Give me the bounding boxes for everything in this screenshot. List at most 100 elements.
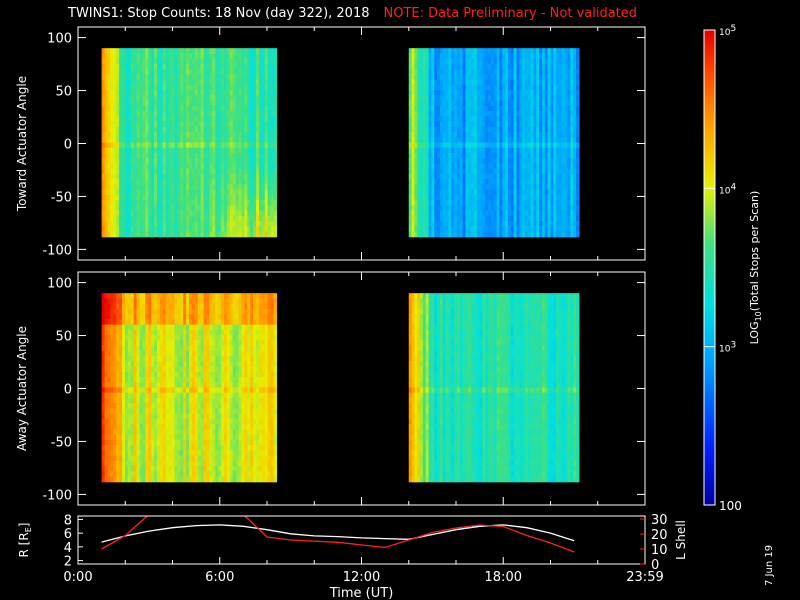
toward-cell [256,147,260,154]
toward-cell [422,147,427,154]
toward-cell [122,131,126,138]
toward-cell [420,137,424,144]
toward-cell [270,69,275,75]
away-cell [104,476,109,483]
toward-cell [559,226,563,233]
toward-cell [516,84,520,91]
toward-cell [541,194,546,201]
toward-cell [162,48,167,55]
toward-cell [191,215,196,222]
toward-cell [264,111,269,117]
toward-cell [229,84,234,91]
away-cell [142,408,146,415]
toward-cell [490,137,495,144]
toward-cell [522,137,526,144]
toward-cell [502,215,506,222]
toward-cell [527,179,532,185]
toward-cell [273,111,278,117]
toward-cell [522,84,526,91]
toward-cell [183,121,187,128]
away-cell [133,303,138,310]
away-cell [148,439,152,446]
toward-cell [536,48,540,55]
toward-cell [159,184,164,191]
toward-cell [493,116,498,123]
toward-cell [482,205,486,212]
toward-cell [437,63,441,70]
toward-cell [174,179,178,185]
toward-cell [488,90,492,96]
toward-cell [420,200,424,206]
toward-cell [522,231,526,238]
toward-cell [215,179,219,185]
away-cell [142,314,146,320]
away-cell [119,471,123,478]
toward-cell [468,79,472,86]
toward-cell [194,179,199,185]
toward-cell [194,121,199,128]
toward-cell [151,220,155,227]
toward-cell [238,90,243,96]
toward-cell [247,53,251,60]
away-data-block [101,293,278,483]
toward-cell [519,111,523,117]
toward-cell [194,90,199,96]
toward-cell [425,79,430,86]
toward-cell [168,152,173,159]
toward-cell [522,95,526,102]
toward-cell [226,163,231,170]
toward-cell [547,189,552,196]
toward-cell [174,205,178,212]
toward-cell [519,226,523,233]
toward-cell [451,173,455,180]
toward-cell [145,95,149,102]
toward-cell [490,215,495,222]
toward-cell [101,200,106,206]
toward-cell [567,147,571,154]
toward-cell [189,152,193,159]
toward-cell [414,137,418,144]
toward-cell [197,53,202,60]
toward-cell [448,205,452,212]
toward-cell [273,184,278,191]
toward-cell [250,168,254,175]
toward-cell [142,215,146,222]
toward-cell [473,111,478,117]
away-cell [107,445,111,451]
toward-cell [442,111,447,117]
toward-cell [431,100,435,107]
away-cell [148,319,152,326]
toward-cell [156,179,161,185]
toward-cell [203,189,208,196]
toward-cell [567,189,571,196]
toward-cell [459,90,464,96]
toward-cell [570,200,574,206]
toward-cell [439,220,444,227]
toward-cell [516,79,520,86]
toward-cell [215,168,219,175]
toward-cell [168,137,173,144]
toward-cell [456,63,461,70]
toward-cell [224,111,228,117]
toward-cell [256,168,260,175]
toward-cell [476,111,481,117]
toward-cell [235,79,240,86]
toward-cell [499,205,503,212]
toward-cell [499,158,503,164]
toward-cell [490,116,495,123]
toward-cell [442,173,447,180]
toward-cell [425,210,430,217]
toward-cell [267,210,272,217]
toward-cell [186,158,190,164]
away-cell [122,356,126,362]
toward-cell [408,173,413,180]
toward-cell [116,95,120,102]
toward-cell [573,215,577,222]
toward-cell [250,131,254,138]
toward-cell [133,100,138,107]
toward-cell [258,231,263,238]
toward-cell [437,189,441,196]
toward-cell [550,158,554,164]
toward-cell [561,137,566,144]
toward-cell [576,69,580,75]
